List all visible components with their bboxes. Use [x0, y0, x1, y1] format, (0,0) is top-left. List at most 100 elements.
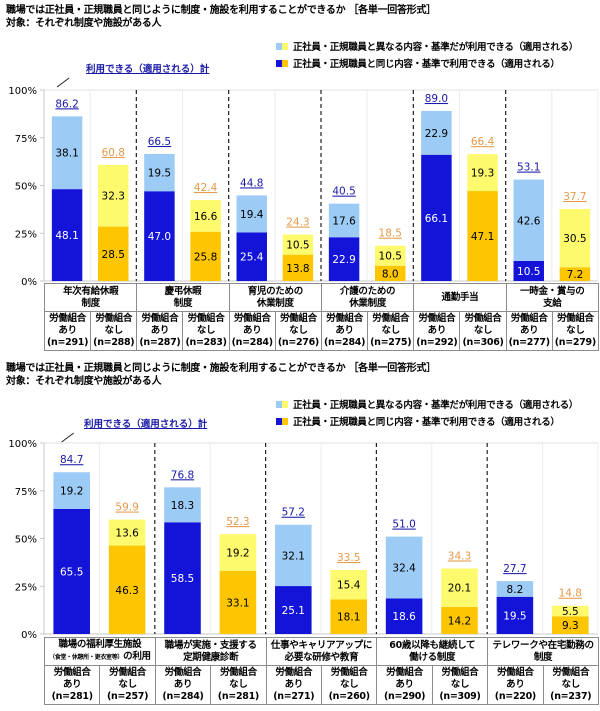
sample-size: (n=279): [554, 337, 596, 348]
bar-segment-diff: [144, 153, 175, 192]
chart1-title: 職場では正社員・正規職員と同じように制度・施設を利用することができるか ［各単一…: [6, 5, 436, 16]
category-label: 慶弔休暇 制度: [136, 283, 230, 312]
data-label-same: 9.3: [562, 620, 579, 632]
category-line2: 必要な研修や教育: [284, 651, 359, 663]
data-label-total: 66.4: [471, 136, 495, 148]
sample-size: (n=276): [277, 337, 319, 348]
data-label-same: 66.1: [425, 213, 448, 225]
data-label-diff: 32.3: [102, 191, 125, 203]
legend-swatch-union-same: [276, 60, 282, 67]
bar-segment-diff: [330, 570, 367, 600]
y-tick-label: 0%: [21, 630, 37, 641]
bar-segment-same: [236, 232, 267, 281]
data-label-diff: 32.1: [282, 550, 305, 562]
data-label-diff: 19.2: [60, 486, 83, 498]
legend-label: 正社員・正規職員と同じ内容・基準で利用できる（適用される）: [293, 417, 560, 428]
group-sublabel: なし: [450, 679, 470, 690]
bar-segment-same: [190, 231, 221, 281]
data-label-diff: 22.9: [425, 128, 448, 140]
category-line1: 職場の福利厚生施設: [58, 639, 142, 650]
group-label-cell: 労働組合 あり (n=284): [228, 311, 276, 351]
legend-label: 正社員・正規職員と同じ内容・基準で利用できる（適用される）: [293, 59, 560, 70]
group-label: 労働組合: [464, 313, 502, 324]
bar-segment-diff: [496, 581, 534, 597]
bar-segment-same: [375, 265, 406, 281]
bar-segment-same: [441, 606, 478, 634]
category-line1: 慶弔休暇: [164, 285, 202, 297]
category-line2-text: の利用: [123, 651, 151, 662]
group-label: 労働組合: [441, 667, 479, 678]
sample-size: (n=257): [107, 691, 149, 702]
data-label-same: 25.4: [240, 252, 264, 264]
data-label-total: 76.8: [171, 469, 194, 481]
group-label-cell: 労働組合 あり (n=281): [43, 665, 101, 705]
group-label-cell: 労働組合 あり (n=284): [154, 665, 212, 705]
legend-swatch-union-diff: [276, 43, 282, 50]
group-label-cell: 労働組合 あり (n=220): [487, 665, 544, 705]
data-label-diff: 10.5: [286, 240, 309, 252]
bar-segment-same: [53, 508, 90, 634]
bar-segment-diff: [441, 568, 478, 607]
category-label: 仕事やキャリアアップに 必要な研修や教育: [265, 637, 378, 666]
group-label-cell: 労働組合 あり (n=277): [505, 311, 553, 351]
group-label: 労働組合: [187, 313, 225, 324]
data-label-same: 22.9: [332, 254, 355, 266]
data-label-total: 66.5: [148, 136, 171, 148]
sample-size: (n=284): [162, 691, 204, 702]
bar-segment-diff: [98, 164, 129, 227]
data-label-diff: 13.6: [115, 528, 139, 540]
category-line1: 育児のための: [247, 285, 304, 297]
data-label-total: 44.8: [240, 177, 263, 189]
group-label-cell: 労働組合 なし (n=275): [367, 311, 415, 351]
bar-segment-same: [164, 522, 201, 634]
category-line2: （食堂・休憩所・更衣室等）の利用: [45, 651, 154, 664]
data-label-diff: 8.2: [507, 584, 524, 596]
sample-size: (n=260): [328, 691, 370, 702]
data-label-diff: 18.3: [171, 500, 194, 512]
category-note: （食堂・休憩所・更衣室等）: [49, 654, 124, 661]
bar-segment-diff: [421, 111, 452, 155]
group-label-cell: 労働組合 なし (n=283): [182, 311, 230, 351]
group-label: 労働組合: [330, 667, 368, 678]
sample-size: (n=277): [508, 337, 550, 348]
data-label-total: 34.3: [448, 550, 471, 562]
data-label-total: 57.2: [282, 507, 305, 519]
y-tick-label: 50%: [15, 535, 37, 546]
group-label-cell: 労働組合 なし (n=260): [320, 665, 378, 705]
category-line1: 年次有給休暇: [63, 285, 119, 297]
bar-segment-same: [513, 260, 544, 281]
group-label-cell: 労働組合 なし (n=288): [90, 311, 138, 351]
data-label-total: 86.2: [55, 98, 78, 110]
group-sublabel: あり: [150, 325, 170, 336]
legend-item-same: 正社員・正規職員と同じ内容・基準で利用できる（適用される）: [276, 414, 578, 431]
data-label-total: 52.3: [226, 516, 249, 528]
data-label-total: 89.0: [425, 93, 448, 105]
group-label-cell: 労働組合 あり (n=287): [136, 311, 184, 351]
data-label-total: 60.8: [102, 147, 125, 159]
group-label: 労働組合: [275, 667, 313, 678]
group-label-cell: 労働組合 あり (n=271): [265, 665, 322, 705]
sample-size: (n=287): [139, 337, 181, 348]
bar-segment-diff: [236, 195, 267, 233]
chart1-legend: 正社員・正規職員と異なる内容・基準だが利用できる（適用される） 正社員・正規職員…: [276, 39, 578, 73]
bar-segment-diff: [385, 536, 423, 599]
category-line1: 職場が実施・支援する: [164, 639, 257, 651]
y-tick-label: 100%: [8, 439, 37, 450]
data-label-total: 27.7: [503, 563, 526, 575]
data-label-diff: 5.5: [562, 606, 579, 618]
group-label: 労働組合: [164, 667, 202, 678]
sample-size: (n=275): [370, 337, 412, 348]
bar-segment-same: [275, 586, 312, 634]
y-tick-label: 25%: [15, 582, 37, 593]
group-sublabel: あり: [243, 325, 262, 336]
legend-swatch-nonunion-diff: [282, 43, 288, 50]
chart1-category-table: 年次有給休暇 制度 慶弔休暇 制度 育児のための 休業制度 介護のための 休業制度 通勤手当 一時…: [43, 283, 599, 351]
group-label: 労働組合: [109, 667, 146, 678]
bar-segment-diff: [108, 519, 146, 546]
group-sublabel: あり: [173, 679, 193, 690]
bar-segment-same: [552, 616, 589, 634]
group-sublabel: なし: [473, 325, 493, 336]
group-label-cell: 労働組合 あり (n=284): [320, 311, 369, 351]
bar-segment-same: [330, 599, 367, 634]
sample-size: (n=281): [51, 691, 93, 702]
